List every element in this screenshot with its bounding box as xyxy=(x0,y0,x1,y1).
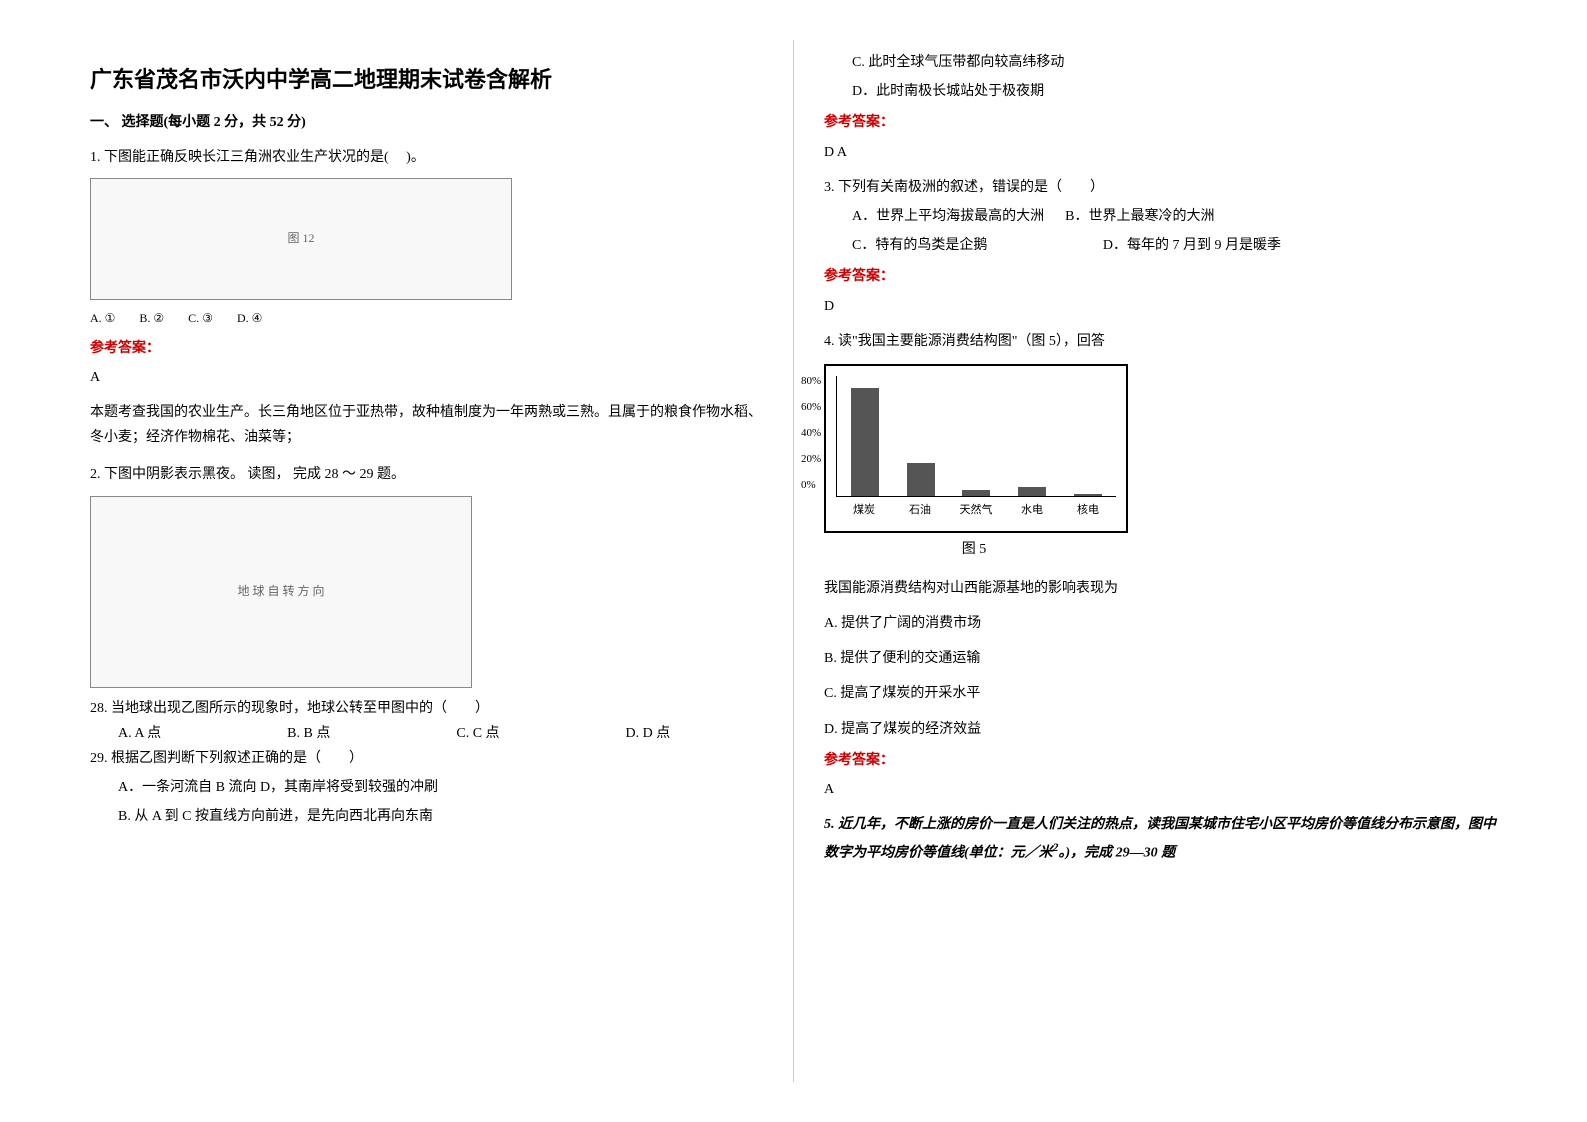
xlabel: 煤炭 xyxy=(853,501,875,521)
q2-stem: 2. 下图中阴影表示黑夜。 读图， 完成 28 ～ 29 题。 xyxy=(90,462,763,487)
q3-answer: D xyxy=(824,294,1497,319)
q2-sub28: 28. 当地球出现乙图所示的现象时，地球公转至甲图中的（ ） xyxy=(90,696,763,721)
left-column: 广东省茂名市沃内中学高二地理期末试卷含解析 一、 选择题(每小题 2 分，共 5… xyxy=(60,40,794,1082)
bar-group xyxy=(1060,494,1116,496)
q3-opts-row2: C．特有的鸟类是企鹅 D．每年的 7 月到 9 月是暖季 xyxy=(824,233,1497,258)
bar-coal xyxy=(851,388,879,496)
q4-y-axis: 80% 60% 40% 20% 0% xyxy=(801,372,821,496)
q1-figure: 图 12 xyxy=(90,178,512,300)
right-column: C. 此时全球气压带都向较高纬移动 D．此时南极长城站处于极夜期 参考答案： D… xyxy=(794,40,1527,1082)
q3-opts-row1: A．世界上平均海拔最高的大洲 B．世界上最寒冷的大洲 xyxy=(824,204,1497,229)
answer-label: 参考答案： xyxy=(824,748,1497,773)
answer-label: 参考答案： xyxy=(824,264,1497,289)
question-4: 4. 读"我国主要能源消费结构图"（图 5），回答 80% 60% 40% 20… xyxy=(824,329,1497,802)
question-2-cont: C. 此时全球气压带都向较高纬移动 D．此时南极长城站处于极夜期 参考答案： D… xyxy=(824,50,1497,165)
q1-options: A. ① B. ② C. ③ D. ④ xyxy=(90,308,763,330)
exam-title: 广东省茂名市沃内中学高二地理期末试卷含解析 xyxy=(90,60,763,100)
xlabel: 天然气 xyxy=(960,501,993,521)
answer-label: 参考答案： xyxy=(90,336,763,361)
q4-answer: A xyxy=(824,777,1497,802)
ytick: 40% xyxy=(801,424,821,444)
q5-stem-part2: 。)，完成 29—30 题 xyxy=(1059,846,1176,861)
ytick: 60% xyxy=(801,398,821,418)
q2-sub28-options: A. A 点 B. B 点 C. C 点 D. D 点 xyxy=(90,721,763,746)
q4-opt-c: C. 提高了煤炭的开采水平 xyxy=(824,681,1497,706)
ytick: 20% xyxy=(801,450,821,470)
q2-opt-b: B. 从 A 到 C 按直线方向前进，是先向西北再向东南 xyxy=(90,804,763,829)
q2-figure-caption: 地 球 自 转 方 向 xyxy=(237,581,324,603)
q4-opt-b: B. 提供了便利的交通运输 xyxy=(824,646,1497,671)
question-1: 1. 下图能正确反映长江三角洲农业生产状况的是( )。 图 12 A. ① B.… xyxy=(90,145,763,451)
q4-chart-caption: 图 5 xyxy=(824,537,1124,562)
exam-page: 广东省茂名市沃内中学高二地理期末试卷含解析 一、 选择题(每小题 2 分，共 5… xyxy=(0,0,1587,1122)
bar-hydro xyxy=(1018,487,1046,496)
q2-answer: D A xyxy=(824,140,1497,165)
q4-opt-a: A. 提供了广阔的消费市场 xyxy=(824,611,1497,636)
bar-gas xyxy=(962,490,990,496)
q2-opt-d: D．此时南极长城站处于极夜期 xyxy=(824,79,1497,104)
q4-chart-plot: 80% 60% 40% 20% 0% xyxy=(836,376,1116,497)
bar-group xyxy=(1004,487,1060,496)
q3-opt-a: A．世界上平均海拔最高的大洲 xyxy=(824,209,1044,224)
q4-x-labels: 煤炭 石油 天然气 水电 核电 xyxy=(836,497,1116,521)
q3-opt-b: B．世界上最寒冷的大洲 xyxy=(1065,209,1214,224)
question-5: 5. 近几年，不断上涨的房价一直是人们关注的热点，读我国某城市住宅小区平均房价等… xyxy=(824,812,1497,866)
q4-chart: 80% 60% 40% 20% 0% xyxy=(824,364,1128,533)
q3-stem: 3. 下列有关南极洲的叙述，错误的是（ ） xyxy=(824,175,1497,200)
q4-stem: 4. 读"我国主要能源消费结构图"（图 5），回答 xyxy=(824,329,1497,354)
question-2: 2. 下图中阴影表示黑夜。 读图， 完成 28 ～ 29 题。 地 球 自 转 … xyxy=(90,462,763,829)
ytick: 80% xyxy=(801,372,821,392)
q1-stem: 1. 下图能正确反映长江三角洲农业生产状况的是( )。 xyxy=(90,145,763,170)
bar-group xyxy=(837,388,893,496)
q3-opt-c: C．特有的鸟类是企鹅 xyxy=(824,238,987,253)
bar-nuclear xyxy=(1074,494,1102,496)
section-1-header: 一、 选择题(每小题 2 分，共 52 分) xyxy=(90,110,763,135)
q2-sub29: 29. 根据乙图判断下列叙述正确的是（ ） xyxy=(90,746,763,771)
q2-opt-c: C. 此时全球气压带都向较高纬移动 xyxy=(824,50,1497,75)
xlabel: 石油 xyxy=(909,501,931,521)
q3-opt-d: D．每年的 7 月到 9 月是暖季 xyxy=(991,238,1281,253)
answer-label: 参考答案： xyxy=(824,110,1497,135)
xlabel: 水电 xyxy=(1021,501,1043,521)
q1-explanation: 本题考查我国的农业生产。长三角地区位于亚热带，故种植制度为一年两熟或三熟。且属于… xyxy=(90,400,763,450)
q4-opt-d: D. 提高了煤炭的经济效益 xyxy=(824,717,1497,742)
bar-group xyxy=(893,463,949,496)
q4-prompt: 我国能源消费结构对山西能源基地的影响表现为 xyxy=(824,576,1497,601)
question-3: 3. 下列有关南极洲的叙述，错误的是（ ） A．世界上平均海拔最高的大洲 B．世… xyxy=(824,175,1497,319)
q1-answer: A xyxy=(90,365,763,390)
q2-figure: 地 球 自 转 方 向 xyxy=(90,496,472,688)
bar-oil xyxy=(907,463,935,496)
q2-opt-a: A．一条河流自 B 流向 D，其南岸将受到较强的冲刷 xyxy=(90,775,763,800)
bar-group xyxy=(949,490,1005,496)
ytick: 0% xyxy=(801,476,821,496)
q1-figure-caption: 图 12 xyxy=(287,228,314,250)
xlabel: 核电 xyxy=(1077,501,1099,521)
